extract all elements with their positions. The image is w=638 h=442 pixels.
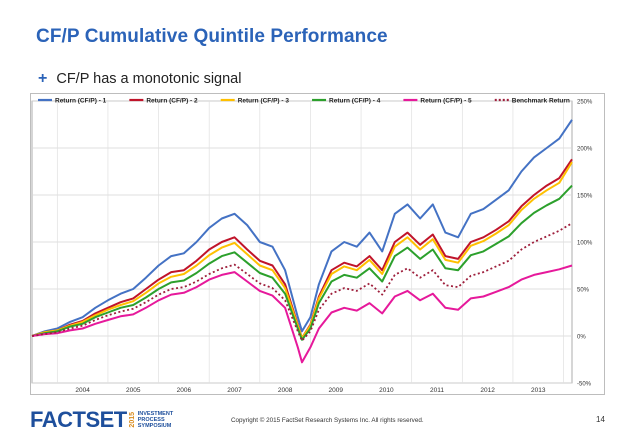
series-line [31,184,573,341]
x-tick-label: 2008 [278,387,293,394]
bullet-text: CF/P has a monotonic signal [56,71,242,87]
y-tick-label: -50% [577,382,592,388]
series-line [31,119,573,337]
x-tick-label: 2009 [329,387,344,394]
legend-label: Return (CF/P) - 2 [146,98,198,105]
x-tick-label: 2013 [531,387,546,394]
logo-subtitle-line: PROCESS [137,417,165,423]
chart-container: 250% 200% 150% 100% 50% 0% -50% 2004 2005 2006 200… [30,93,605,395]
y-tick-label: 250% [577,100,593,106]
logo-subtitle-line: INVESTMENT [137,411,174,417]
chart-svg: 250% 200% 150% 100% 50% 0% -50% 2004 2005 2006 200… [30,93,605,395]
legend-label: Return (CF/P) - 3 [238,98,290,105]
x-tick-label: 2006 [177,387,192,394]
bullet-item: + CF/P has a monotonic signal [38,70,241,88]
plus-icon: + [38,70,48,87]
x-tick-label: 2011 [430,387,444,394]
logo-wordmark: FACTSET [30,407,127,432]
copyright-text: Copyright © 2015 FactSet Research System… [231,417,424,424]
x-tick-label: 2005 [126,387,141,394]
logo-subtitle-line: SYMPOSIUM [137,423,172,429]
x-tick-label: 2004 [75,387,90,394]
logo-subtitle: INVESTMENT PROCESS SYMPOSIUM [138,411,173,429]
legend-label: Benchmark Return [512,98,570,105]
page-number: 14 [596,415,605,424]
logo-year: 2015 [128,412,136,428]
factset-logo: FACTSET 2015 INVESTMENT PROCESS SYMPOSIU… [30,407,173,433]
x-tick-label: 2012 [480,387,495,394]
series-line [31,222,573,342]
y-tick-label: 100% [577,241,593,247]
slide-title: CF/P Cumulative Quintile Performance [36,26,388,47]
y-tick-label: 0% [577,335,586,341]
x-tick-label: 2007 [227,387,242,394]
y-tick-label: 50% [577,288,590,294]
y-tick-label: 200% [577,147,593,153]
x-tick-label: 2010 [379,387,394,394]
legend-label: Return (CF/P) - 1 [55,98,107,105]
y-tick-label: 150% [577,194,593,200]
legend-label: Return (CF/P) - 5 [420,98,472,105]
series-line [31,264,573,364]
legend-label: Return (CF/P) - 4 [329,98,381,105]
